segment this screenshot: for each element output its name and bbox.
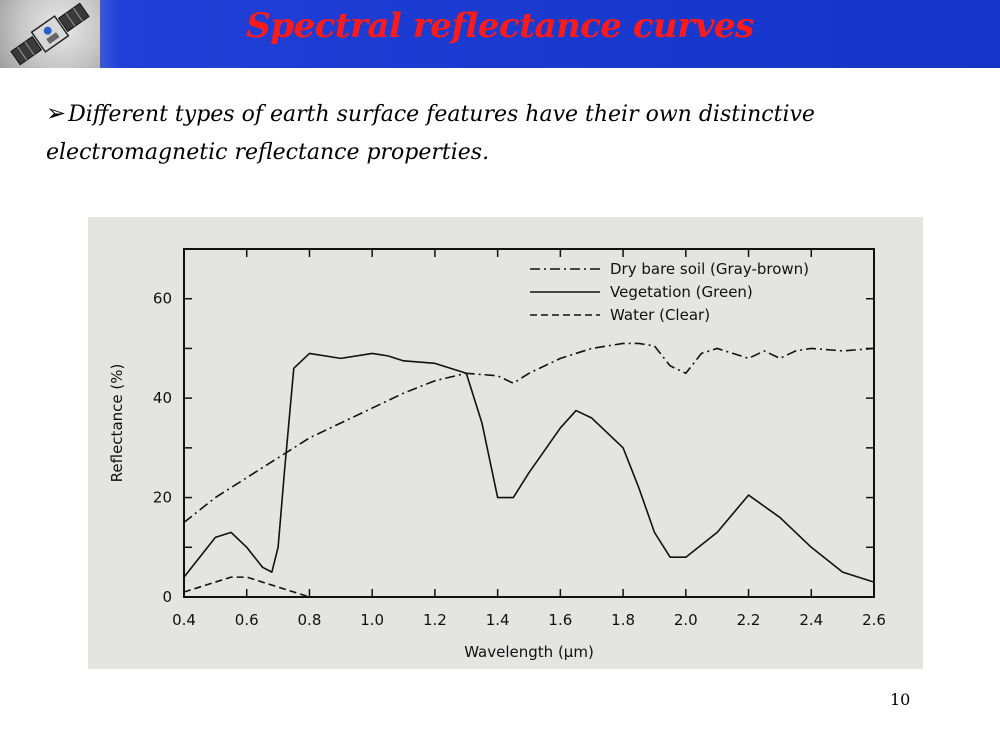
chart-legend: Dry bare soil (Gray-brown) Vegetation (Gr… xyxy=(530,260,809,324)
chart-svg: 0.4 0.6 0.8 1.0 1.2 1.4 1.6 1.8 2.0 2.2 2.4 2.6 0 20 4… xyxy=(108,248,886,661)
legend-label: Dry bare soil (Gray-brown) xyxy=(610,260,809,278)
y-tick-label: 0 xyxy=(162,588,172,606)
x-tick-label: 0.8 xyxy=(298,611,322,629)
bullet-text: Different types of earth surface feature… xyxy=(46,102,815,165)
spectral-chart: 0.4 0.6 0.8 1.0 1.2 1.4 1.6 1.8 2.0 2.2 2.4 2.6 0 20 4… xyxy=(88,217,923,669)
series-line-1 xyxy=(183,352,875,583)
x-tick-label: 1.8 xyxy=(611,611,635,629)
y-axis-label: Reflectance (%) xyxy=(108,364,126,483)
x-tick-label: 2.4 xyxy=(799,611,823,629)
legend-label: Vegetation (Green) xyxy=(610,283,753,301)
slide-title: Spectral reflectance curves xyxy=(246,6,754,46)
x-tick-label: 1.6 xyxy=(548,611,572,629)
x-tick-label: 2.2 xyxy=(737,611,761,629)
y-tick-label: 20 xyxy=(153,489,172,507)
x-tick-label: 1.2 xyxy=(423,611,447,629)
bullet-point: ➢Different types of earth surface featur… xyxy=(46,94,946,172)
plot-frame xyxy=(183,248,875,598)
x-axis-label: Wavelength (μm) xyxy=(464,643,594,661)
chart-lines xyxy=(183,342,875,598)
series-line-0 xyxy=(183,342,875,524)
x-tick-label: 0.6 xyxy=(235,611,259,629)
page-number: 10 xyxy=(890,690,911,709)
legend-label: Water (Clear) xyxy=(610,306,710,324)
x-tick-label: 2.6 xyxy=(862,611,886,629)
satellite-logo-icon xyxy=(0,0,100,68)
x-tick-label: 2.0 xyxy=(674,611,698,629)
x-tick-label: 1.0 xyxy=(360,611,384,629)
chart-axes: 0.4 0.6 0.8 1.0 1.2 1.4 1.6 1.8 2.0 2.2 2.4 2.6 0 20 4… xyxy=(108,248,886,661)
x-tick-label: 0.4 xyxy=(172,611,196,629)
arrow-bullet-icon: ➢ xyxy=(46,99,67,127)
x-tick-label: 1.4 xyxy=(486,611,510,629)
y-tick-label: 60 xyxy=(153,290,172,308)
header-bar xyxy=(0,0,1000,68)
y-tick-label: 40 xyxy=(153,389,172,407)
